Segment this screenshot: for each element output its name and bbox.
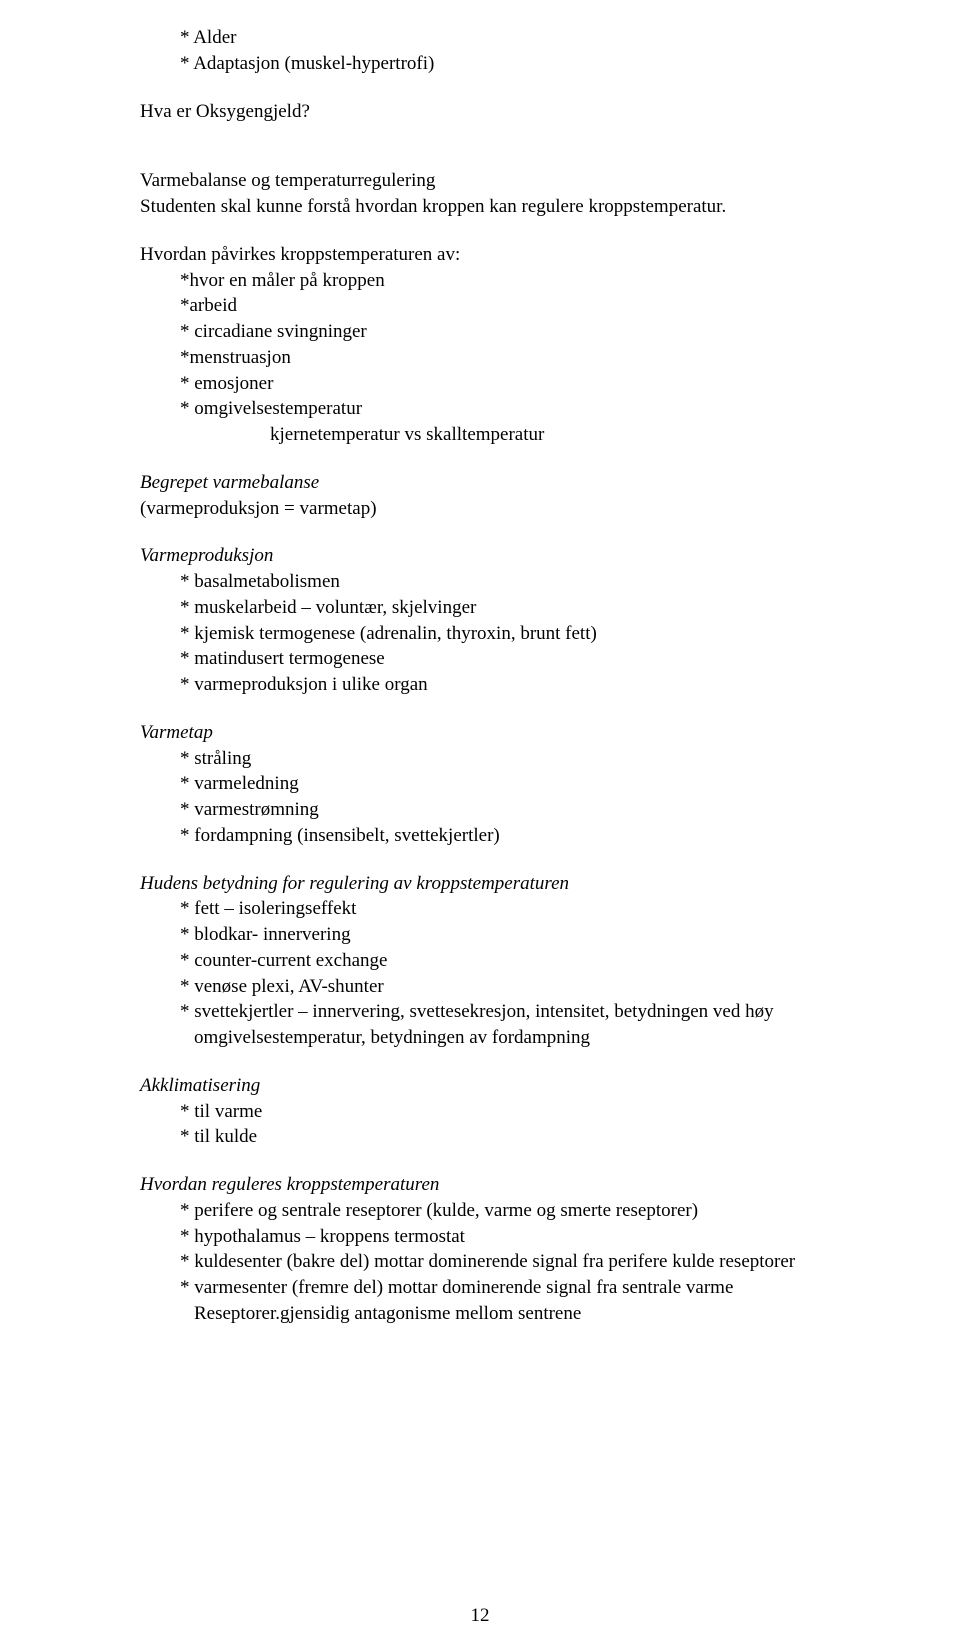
list-item: * varmesenter (fremre del) mottar domine…: [180, 1276, 835, 1300]
begrepet-title: Begrepet varmebalanse: [140, 471, 835, 495]
top-line1: * Alder: [180, 26, 835, 50]
akklim-title: Akklimatisering: [140, 1074, 835, 1098]
varmebalanse-intro: Studenten skal kunne forstå hvordan krop…: [140, 195, 835, 219]
pavirkes-subindent: kjernetemperatur vs skalltemperatur: [180, 423, 835, 447]
page-number: 12: [0, 1604, 960, 1628]
spacer: [140, 522, 835, 544]
pavirkes-item: *arbeid: [180, 294, 835, 318]
akklim-list: * til varme * til kulde: [140, 1100, 835, 1150]
spacer: [140, 699, 835, 721]
begrepet-sub: (varmeproduksjon = varmetap): [140, 497, 835, 521]
top-line2: * Adaptasjon (muskel-hypertrofi): [180, 52, 835, 76]
varmeproduksjon-title: Varmeproduksjon: [140, 544, 835, 568]
varmebalanse-heading: Varmebalanse og temperaturregulering: [140, 169, 835, 193]
spacer: [140, 78, 835, 100]
list-item: * kuldesenter (bakre del) mottar dominer…: [180, 1250, 835, 1274]
spacer: [140, 1052, 835, 1074]
list-item: * svettekjertler – innervering, svettese…: [180, 1000, 835, 1024]
reguleres-title: Hvordan reguleres kroppstemperaturen: [140, 1173, 835, 1197]
list-item: * muskelarbeid – voluntær, skjelvinger: [180, 596, 835, 620]
pavirkes-list: *hvor en måler på kroppen *arbeid * circ…: [140, 269, 835, 447]
list-item: * matindusert termogenese: [180, 647, 835, 671]
list-item: * counter-current exchange: [180, 949, 835, 973]
list-item-continuation: Reseptorer.gjensidig antagonisme mellom …: [180, 1302, 835, 1326]
list-item: * hypothalamus – kroppens termostat: [180, 1225, 835, 1249]
pavirkes-subitem: kjernetemperatur vs skalltemperatur: [270, 423, 835, 447]
pavirkes-item: * omgivelsestemperatur: [180, 397, 835, 421]
oksygen-heading: Hva er Oksygengjeld?: [140, 100, 835, 124]
spacer: [140, 125, 835, 169]
spacer: [140, 449, 835, 471]
spacer: [140, 1151, 835, 1173]
spacer: [140, 850, 835, 872]
pavirkes-heading: Hvordan påvirkes kroppstemperaturen av:: [140, 243, 835, 267]
list-item: * varmeledning: [180, 772, 835, 796]
list-item: * venøse plexi, AV-shunter: [180, 975, 835, 999]
list-item-continuation: omgivelsestemperatur, betydningen av for…: [180, 1026, 835, 1050]
varmetap-list: * stråling * varmeledning * varmestrømni…: [140, 747, 835, 848]
spacer: [140, 221, 835, 243]
list-item: * kjemisk termogenese (adrenalin, thyrox…: [180, 622, 835, 646]
list-item: * stråling: [180, 747, 835, 771]
hudens-list: * fett – isoleringseffekt * blodkar- inn…: [140, 897, 835, 1050]
list-item: * fordampning (insensibelt, svettekjertl…: [180, 824, 835, 848]
pavirkes-item: * emosjoner: [180, 372, 835, 396]
hudens-title: Hudens betydning for regulering av kropp…: [140, 872, 835, 896]
list-item: * til varme: [180, 1100, 835, 1124]
pavirkes-item: * circadiane svingninger: [180, 320, 835, 344]
list-item: * varmestrømning: [180, 798, 835, 822]
alder-block: * Alder * Adaptasjon (muskel-hypertrofi): [140, 26, 835, 76]
list-item: * blodkar- innervering: [180, 923, 835, 947]
varmeproduksjon-list: * basalmetabolismen * muskelarbeid – vol…: [140, 570, 835, 697]
pavirkes-item: *menstruasjon: [180, 346, 835, 370]
reguleres-list: * perifere og sentrale reseptorer (kulde…: [140, 1199, 835, 1326]
list-item: * til kulde: [180, 1125, 835, 1149]
list-item: * basalmetabolismen: [180, 570, 835, 594]
varmetap-title: Varmetap: [140, 721, 835, 745]
list-item: * perifere og sentrale reseptorer (kulde…: [180, 1199, 835, 1223]
list-item: * fett – isoleringseffekt: [180, 897, 835, 921]
list-item: * varmeproduksjon i ulike organ: [180, 673, 835, 697]
pavirkes-item: *hvor en måler på kroppen: [180, 269, 835, 293]
document-page: * Alder * Adaptasjon (muskel-hypertrofi)…: [0, 0, 960, 1648]
